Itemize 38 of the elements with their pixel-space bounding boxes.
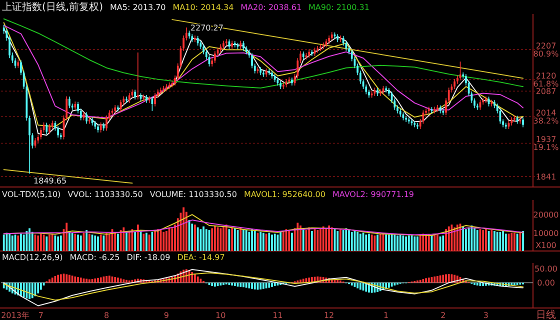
x-tick-label: 2 <box>440 311 446 320</box>
y-tick-label: 2207 80.9% <box>533 41 560 58</box>
x-tick-label: 9 <box>164 311 169 320</box>
y-tick-label: 0.00 <box>537 278 555 288</box>
text: VOLUME: 1103330.50 <box>150 190 237 199</box>
text: MAVOL1: 952640.00 <box>244 190 326 199</box>
text: MA10: 2014.34 <box>172 3 234 12</box>
text: VVOL: 1103330.50 <box>68 190 143 199</box>
y-tick-label: 1841 <box>536 172 556 182</box>
y-tick-label: 10000 <box>533 228 559 238</box>
annotation: 1849.65 <box>34 176 67 186</box>
x-tick-label: 10 <box>216 311 226 320</box>
x-tick-label: 1 <box>384 311 389 320</box>
y-tick-label: 1937 19.1% <box>533 135 560 152</box>
text: MACD: -6.25 <box>70 253 120 262</box>
y-axis-title: X100 <box>536 241 556 250</box>
x-axis-title: 日线 <box>536 309 556 320</box>
chart-title: 上证指数(日线,前复权) <box>2 1 104 13</box>
y-tick-label: 20000 <box>533 210 559 220</box>
series-label: DEA: -14.97 <box>177 253 225 262</box>
x-tick-label: 8 <box>104 311 110 320</box>
y-tick-label: 2014 38.2% <box>533 108 560 126</box>
text: MAVOL2: 990771.19 <box>332 190 414 199</box>
text: MA90: 2100.31 <box>308 3 370 12</box>
text: MA5: 2013.70 <box>110 3 166 12</box>
chart-title: MACD(12,26,9) <box>2 253 63 262</box>
x-tick-label: 12 <box>324 311 334 320</box>
text: MA20: 2038.61 <box>240 3 302 12</box>
annotation: 2270.27 <box>190 23 224 32</box>
x-tick-label: 2013年 <box>1 311 30 320</box>
x-tick-label: 3 <box>483 311 488 320</box>
series-label: DIF: -18.09 <box>126 253 170 262</box>
y-tick-label: 50.00 <box>534 264 558 274</box>
chart-title: VOL-TDX(5,10) <box>2 190 61 199</box>
x-tick-label: 7 <box>38 311 44 320</box>
y-tick-label: 2087 <box>536 87 556 96</box>
y-tick-label: 2120 61.8% <box>533 72 560 89</box>
x-tick-label: 11 <box>272 311 283 320</box>
